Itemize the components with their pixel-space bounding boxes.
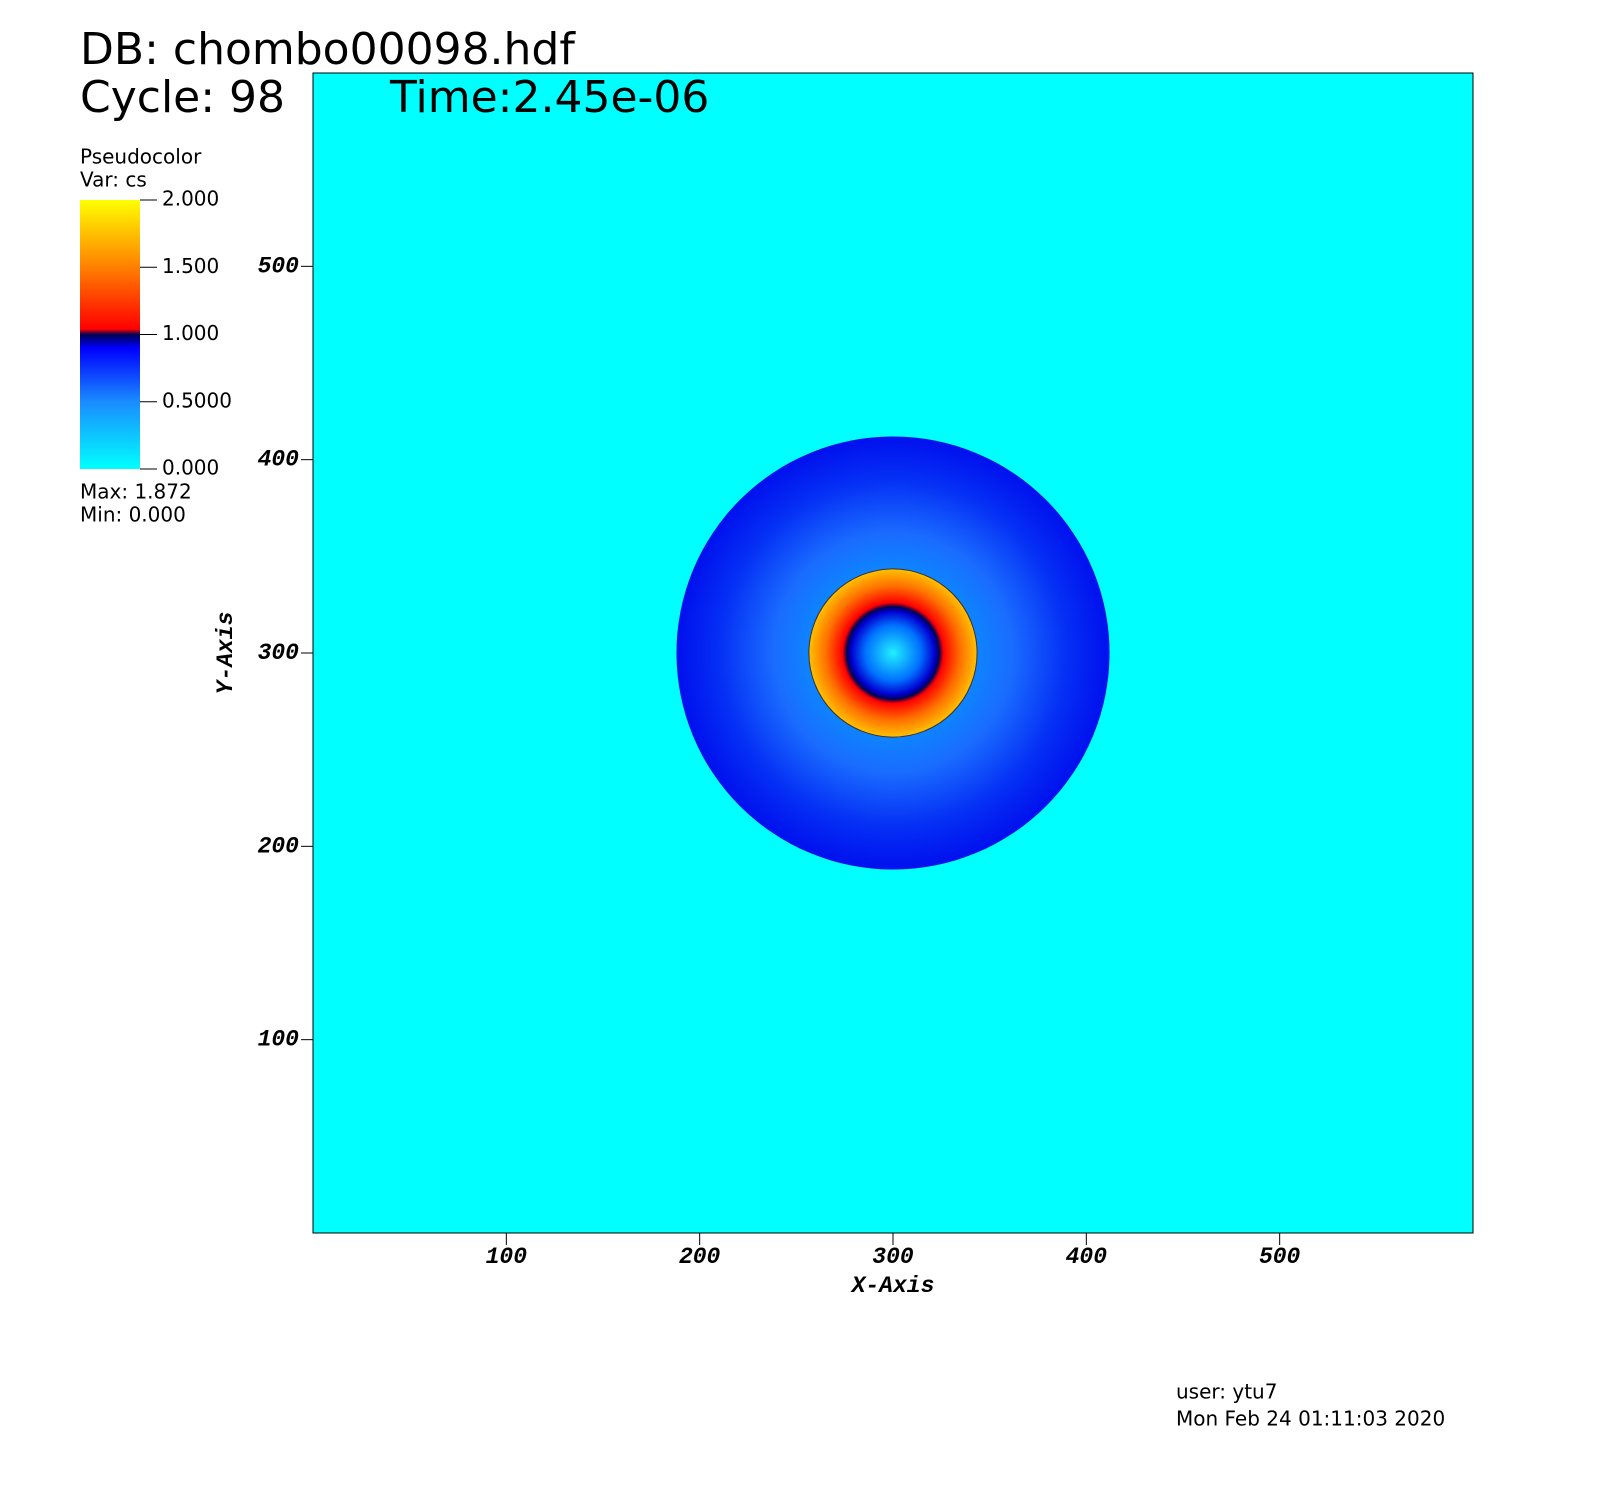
date-label: Mon Feb 24 01:11:03 2020 bbox=[1176, 1407, 1445, 1431]
max-label: Max: 1.872 bbox=[80, 480, 192, 504]
colorbar-tick-label: 0.5000 bbox=[162, 388, 232, 412]
user-label: user: ytu7 bbox=[1176, 1380, 1277, 1404]
colorbar-tick-label: 1.000 bbox=[162, 321, 219, 345]
time-label: Time:2.45e-06 bbox=[389, 72, 709, 123]
cycle-label: Cycle: 98 bbox=[80, 72, 285, 123]
colorbar-tick-label: 0.000 bbox=[162, 456, 219, 480]
y-axis-label: Y-Axis bbox=[213, 612, 239, 695]
min-label: Min: 0.000 bbox=[80, 503, 186, 527]
region-disk bbox=[846, 606, 940, 700]
y-tick-label: 100 bbox=[258, 1027, 300, 1053]
x-tick-label: 500 bbox=[1259, 1244, 1301, 1270]
colorbar bbox=[80, 200, 140, 469]
y-tick-label: 400 bbox=[258, 447, 300, 473]
plot-area bbox=[312, 72, 1474, 1234]
x-tick-label: 200 bbox=[679, 1244, 721, 1270]
x-tick-label: 300 bbox=[872, 1244, 914, 1270]
var-label: Var: cs bbox=[80, 168, 147, 192]
y-tick-label: 500 bbox=[258, 253, 300, 279]
x-axis-label: X-Axis bbox=[850, 1273, 935, 1299]
x-tick-label: 400 bbox=[1066, 1244, 1108, 1270]
db-label: DB: chombo00098.hdf bbox=[80, 24, 576, 75]
y-tick-label: 200 bbox=[258, 833, 300, 859]
plot-label: Pseudocolor bbox=[80, 145, 202, 169]
colorbar-tick-label: 1.500 bbox=[162, 254, 219, 278]
x-tick-label: 100 bbox=[486, 1244, 528, 1270]
y-tick-label: 300 bbox=[258, 640, 300, 666]
colorbar-tick-label: 2.000 bbox=[162, 187, 219, 211]
